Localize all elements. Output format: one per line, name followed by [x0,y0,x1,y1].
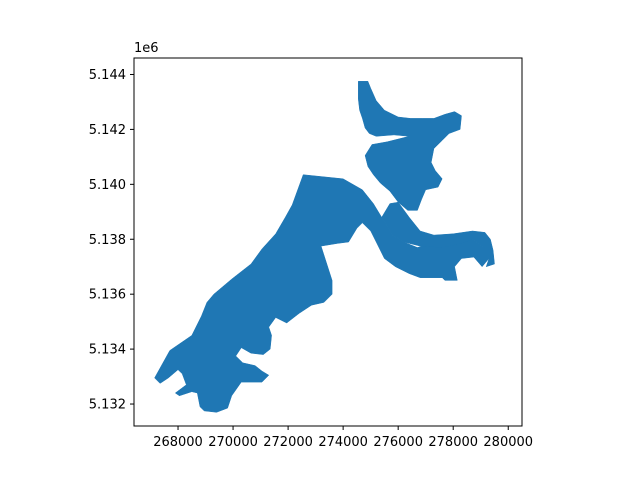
x-tick-label: 268000 [153,435,203,450]
y-tick-label: 5.140 [89,178,126,193]
y-tick-label: 5.142 [89,123,126,138]
x-tick-label: 278000 [428,435,478,450]
x-tick-label: 274000 [318,435,368,450]
x-tick-label: 276000 [373,435,423,450]
y-tick-label: 5.136 [89,288,126,303]
x-tick-label: 280000 [483,435,533,450]
x-axis: 268000 270000 272000 274000 276000 278000 2800… [153,426,533,450]
map-region-east [381,201,495,268]
y-tick-label: 5.132 [89,398,126,413]
map-shapes [154,81,495,413]
y-tick-label: 5.138 [89,233,126,248]
map-region-main [154,174,490,413]
axes-frame [133,57,523,427]
y-tick-label: 5.144 [89,68,126,83]
map-region-north [358,81,462,211]
y-axis: 5.132 5.134 5.136 5.138 5.140 5.142 5.144 [89,68,134,413]
y-tick-label: 5.134 [89,343,126,358]
x-tick-label: 270000 [208,435,258,450]
x-tick-label: 272000 [263,435,313,450]
y-offset-label: 1e6 [134,41,159,56]
